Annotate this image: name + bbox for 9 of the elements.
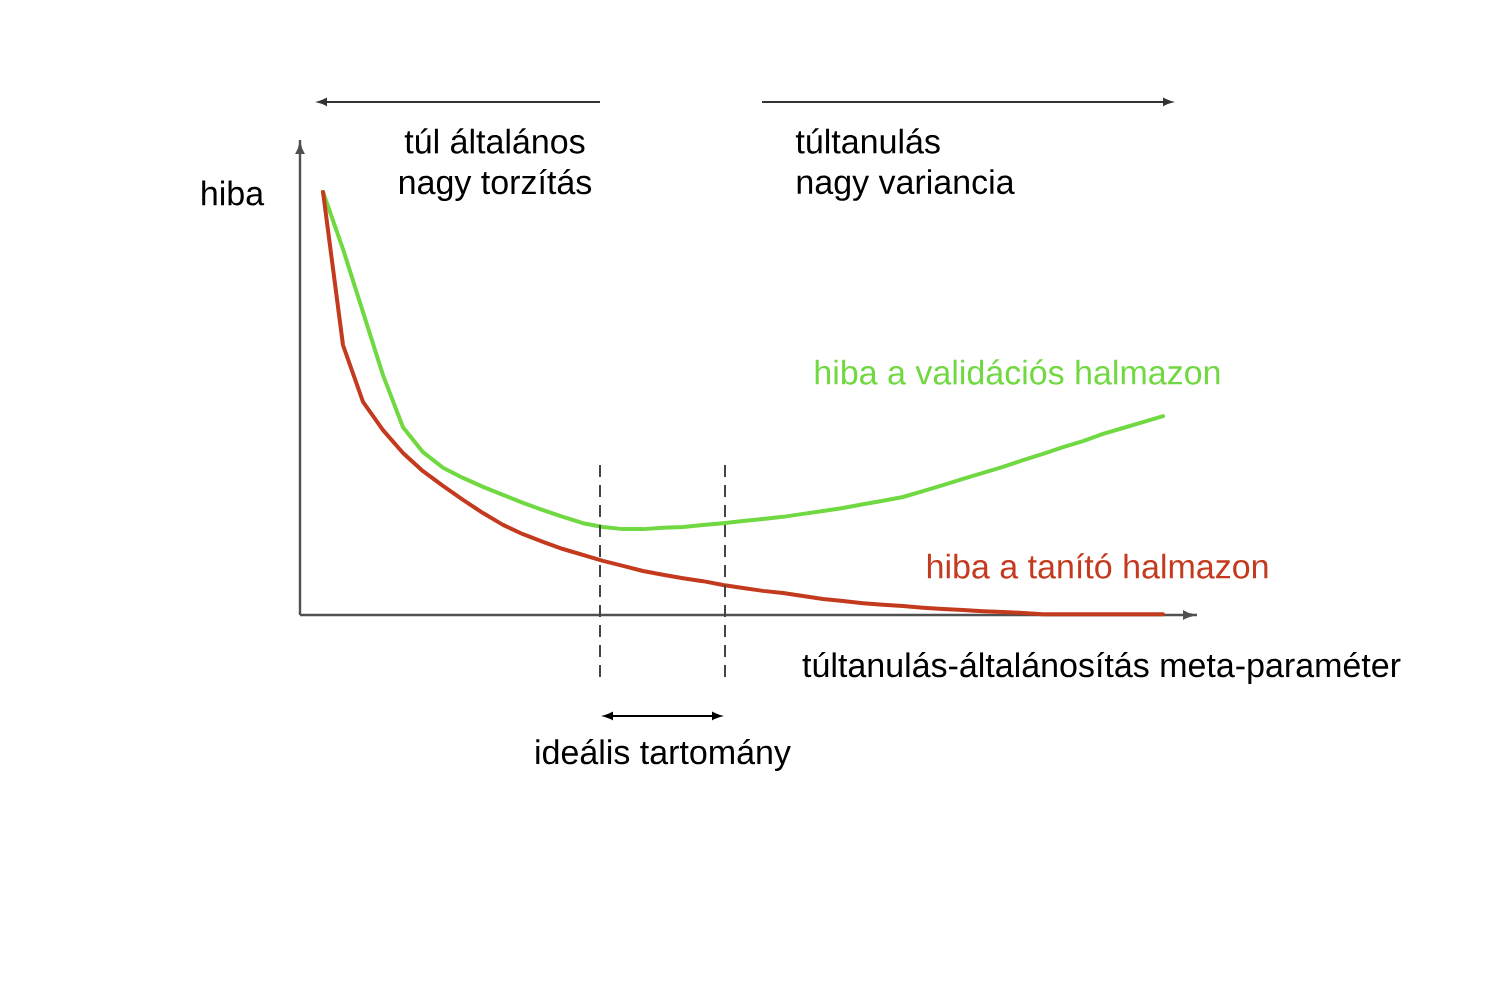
series-label: hiba a tanító halmazon	[927, 553, 1268, 579]
x-axis-title: túltanulás-általánosítás meta-paraméter	[802, 651, 1401, 685]
series-label: hiba a validációs halmazon	[815, 359, 1220, 385]
text: túl általános	[404, 128, 585, 154]
text: túltanulás	[795, 128, 940, 154]
annotation: nagy variancia	[797, 169, 1015, 201]
annotation: nagy torzítás	[399, 168, 592, 202]
text: ideális tartomány	[536, 738, 791, 772]
y-axis-title: hiba	[202, 180, 265, 206]
